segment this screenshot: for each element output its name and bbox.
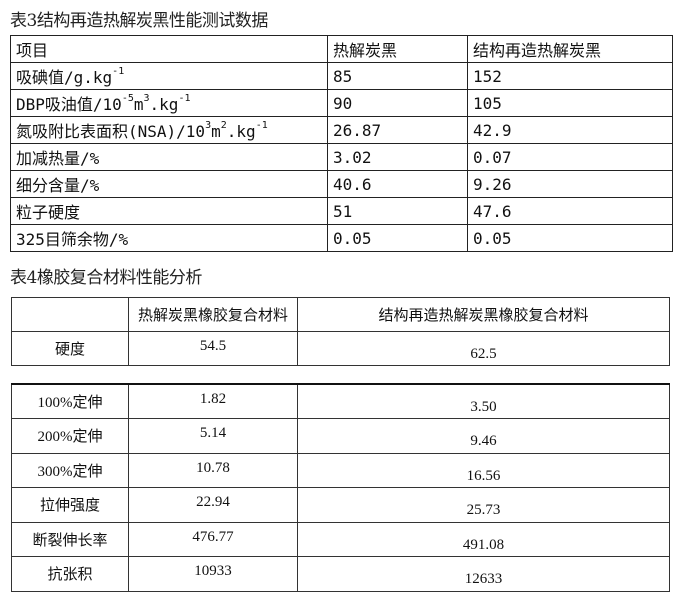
label-text: .kg (226, 122, 256, 141)
cell: 62.5 (297, 331, 670, 366)
header-cell: 项目 (10, 35, 328, 63)
table3: 项目 热解炭黑 结构再造热解炭黑 吸碘值/g.kg-1 85 152 DBP吸油… (10, 35, 673, 252)
cell: 10.78 (128, 452, 298, 488)
cell: 3.50 (297, 383, 670, 419)
table-row: DBP吸油值/10-5m3.kg-1 90 105 (10, 89, 673, 117)
header-cell: 结构再造热解炭黑橡胶复合材料 (297, 297, 670, 332)
row-label: 100%定伸 (11, 383, 129, 419)
row-label: 吸碘值/g.kg-1 (10, 62, 328, 90)
row-label: 拉伸强度 (11, 487, 129, 523)
row-label: 325目筛余物/% (10, 224, 328, 252)
table-row: 细分含量/% 40.6 9.26 (10, 170, 673, 198)
superscript: 2 (220, 120, 227, 131)
row-label: 粒子硬度 (10, 197, 328, 225)
row-label: 细分含量/% (10, 170, 328, 198)
table-row: 硬度 54.5 62.5 (11, 331, 670, 366)
table-header-row: 项目 热解炭黑 结构再造热解炭黑 (10, 35, 673, 63)
table4-caption: 表4橡胶复合材料性能分析 (10, 268, 202, 288)
cell: 10933 (128, 556, 298, 592)
cell: 152 (467, 62, 673, 90)
cell: 105 (467, 89, 673, 117)
superscript: 3 (143, 93, 150, 104)
cell: 90 (327, 89, 468, 117)
cell: 9.26 (467, 170, 673, 198)
table-row: 吸碘值/g.kg-1 85 152 (10, 62, 673, 90)
cell: 0.07 (467, 143, 673, 171)
superscript: 3 (205, 120, 212, 131)
label-text: m (211, 122, 221, 141)
cell: 0.05 (467, 224, 673, 252)
label-text: 吸碘值/g.kg (16, 68, 113, 87)
superscript: -1 (255, 120, 268, 131)
cell: 5.14 (128, 418, 298, 454)
table4-header-table: 热解炭黑橡胶复合材料 结构再造热解炭黑橡胶复合材料 硬度 54.5 62.5 (11, 297, 670, 366)
table-row: 加减热量/% 3.02 0.07 (10, 143, 673, 171)
superscript: -1 (178, 93, 191, 104)
superscript: -1 (112, 66, 125, 77)
header-cell (11, 297, 129, 332)
table-row: 氮吸附比表面积(NSA)/103m2.kg-1 26.87 42.9 (10, 116, 673, 144)
row-label: 抗张积 (11, 556, 129, 592)
table-row: 断裂伸长率 476.77 491.08 (11, 521, 670, 557)
table3-caption: 表3结构再造热解炭黑性能测试数据 (10, 11, 268, 31)
table-row: 325目筛余物/% 0.05 0.05 (10, 224, 673, 252)
cell: 51 (327, 197, 468, 225)
row-label: 氮吸附比表面积(NSA)/103m2.kg-1 (10, 116, 328, 144)
cell: 42.9 (467, 116, 673, 144)
row-label: DBP吸油值/10-5m3.kg-1 (10, 89, 328, 117)
table4-body-table: 100%定伸 1.82 3.50 200%定伸 5.14 9.46 300%定伸… (11, 383, 670, 592)
cell: 85 (327, 62, 468, 90)
row-label: 加减热量/% (10, 143, 328, 171)
cell: 47.6 (467, 197, 673, 225)
row-label: 300%定伸 (11, 452, 129, 488)
cell: 491.08 (297, 521, 670, 557)
cell: 3.02 (327, 143, 468, 171)
label-text: 氮吸附比表面积(NSA)/10 (16, 122, 206, 141)
table-header-row: 热解炭黑橡胶复合材料 结构再造热解炭黑橡胶复合材料 (11, 297, 670, 332)
header-cell: 结构再造热解炭黑 (467, 35, 673, 63)
cell: 476.77 (128, 521, 298, 557)
cell: 40.6 (327, 170, 468, 198)
superscript: -5 (121, 93, 134, 104)
label-text: DBP吸油值/10 (16, 95, 122, 114)
cell: 54.5 (128, 331, 298, 366)
header-cell: 热解炭黑 (327, 35, 468, 63)
cell: 16.56 (297, 452, 670, 488)
table-row: 200%定伸 5.14 9.46 (11, 418, 670, 454)
cell: 26.87 (327, 116, 468, 144)
cell: 12633 (297, 556, 670, 592)
table-row: 拉伸强度 22.94 25.73 (11, 487, 670, 523)
cell: 22.94 (128, 487, 298, 523)
row-label: 200%定伸 (11, 418, 129, 454)
cell: 1.82 (128, 383, 298, 419)
table-row: 100%定伸 1.82 3.50 (11, 383, 670, 419)
row-label: 断裂伸长率 (11, 521, 129, 557)
table-row: 抗张积 10933 12633 (11, 556, 670, 592)
row-label: 硬度 (11, 331, 129, 366)
label-text: .kg (149, 95, 179, 114)
cell: 0.05 (327, 224, 468, 252)
label-text: m (133, 95, 144, 114)
cell: 25.73 (297, 487, 670, 523)
table-row: 300%定伸 10.78 16.56 (11, 452, 670, 488)
table-row: 粒子硬度 51 47.6 (10, 197, 673, 225)
header-cell: 热解炭黑橡胶复合材料 (128, 297, 298, 332)
cell: 9.46 (297, 418, 670, 454)
